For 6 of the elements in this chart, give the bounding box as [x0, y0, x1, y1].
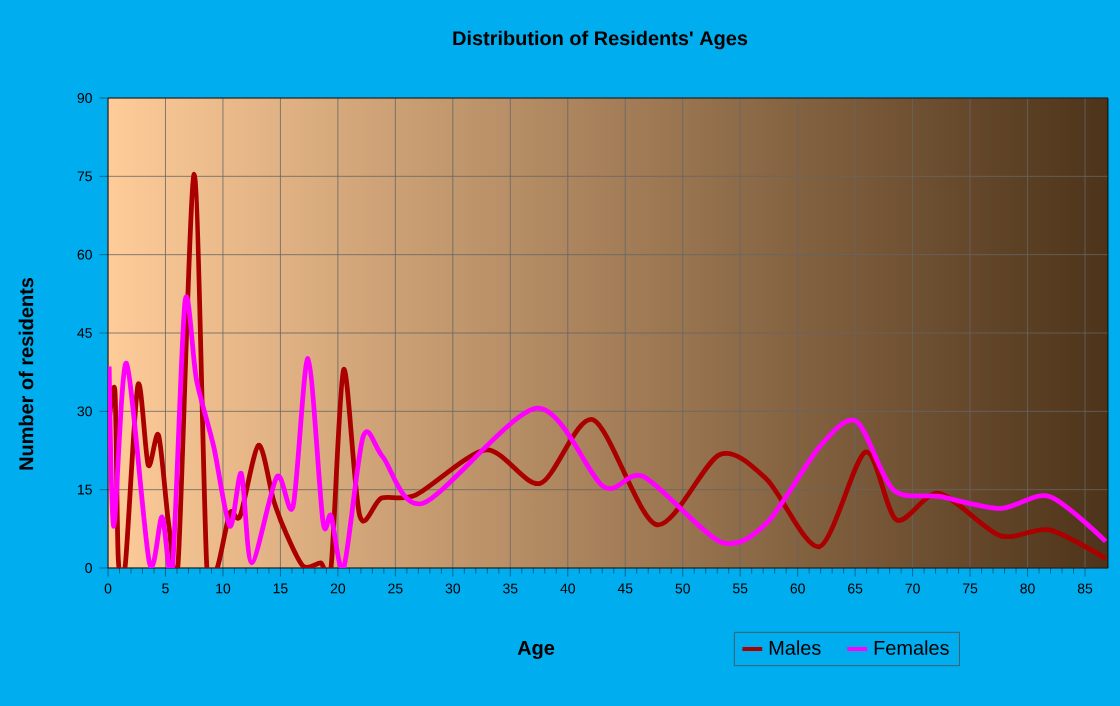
x-axis-title: Age: [517, 641, 555, 659]
chart-title: Distribution of Residents' Ages: [453, 30, 748, 50]
legend-label: Males: [769, 640, 821, 655]
y-axis-title: Number of residents: [18, 277, 34, 470]
legend-label: Females: [874, 640, 949, 655]
line-series: [108, 171, 1109, 568]
